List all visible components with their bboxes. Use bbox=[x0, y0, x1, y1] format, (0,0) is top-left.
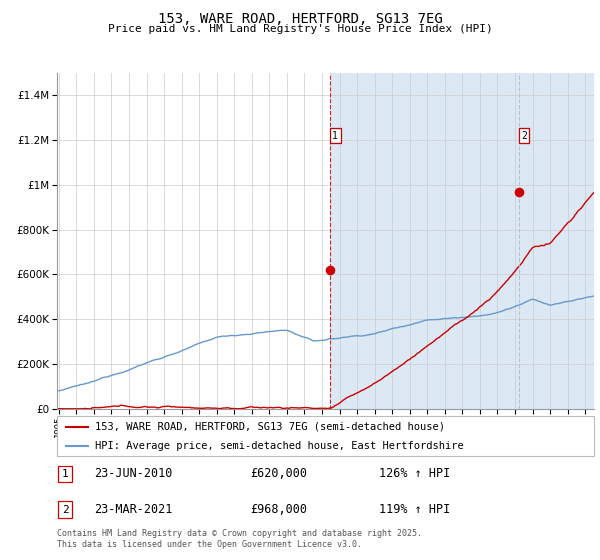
Text: £620,000: £620,000 bbox=[250, 468, 307, 480]
Text: 153, WARE ROAD, HERTFORD, SG13 7EG: 153, WARE ROAD, HERTFORD, SG13 7EG bbox=[158, 12, 442, 26]
Bar bbox=[330, 73, 594, 409]
Text: 23-JUN-2010: 23-JUN-2010 bbox=[95, 468, 173, 480]
Text: 23-MAR-2021: 23-MAR-2021 bbox=[95, 503, 173, 516]
Bar bbox=[57, 73, 330, 409]
Text: 2: 2 bbox=[521, 130, 527, 141]
Text: Contains HM Land Registry data © Crown copyright and database right 2025.
This d: Contains HM Land Registry data © Crown c… bbox=[57, 529, 422, 549]
Point bbox=[514, 188, 524, 197]
Text: 126% ↑ HPI: 126% ↑ HPI bbox=[379, 468, 451, 480]
Text: 119% ↑ HPI: 119% ↑ HPI bbox=[379, 503, 451, 516]
Text: Price paid vs. HM Land Registry's House Price Index (HPI): Price paid vs. HM Land Registry's House … bbox=[107, 24, 493, 34]
Text: £968,000: £968,000 bbox=[250, 503, 307, 516]
FancyBboxPatch shape bbox=[57, 416, 594, 456]
Point bbox=[325, 265, 335, 274]
Text: HPI: Average price, semi-detached house, East Hertfordshire: HPI: Average price, semi-detached house,… bbox=[95, 441, 463, 451]
Text: 1: 1 bbox=[62, 469, 68, 479]
Text: 2: 2 bbox=[62, 505, 68, 515]
Text: 1: 1 bbox=[332, 130, 338, 141]
Text: 153, WARE ROAD, HERTFORD, SG13 7EG (semi-detached house): 153, WARE ROAD, HERTFORD, SG13 7EG (semi… bbox=[95, 422, 445, 432]
